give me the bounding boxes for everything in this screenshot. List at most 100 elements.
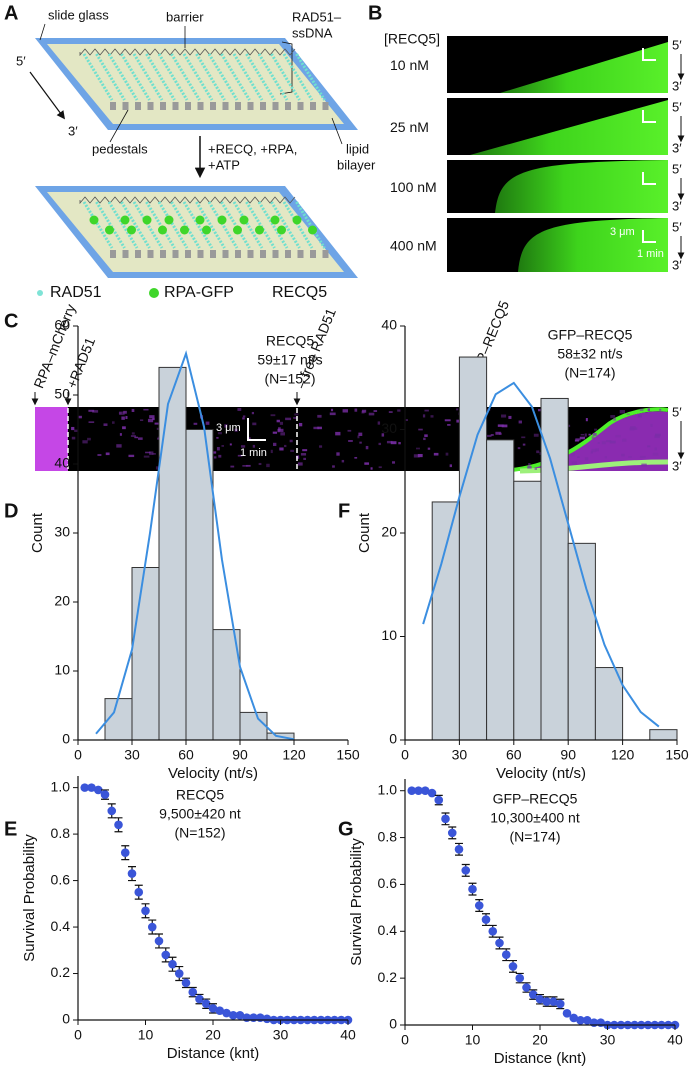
kymograph-noise [615, 434, 621, 438]
annotation: RECQ5 [176, 787, 224, 803]
kymograph-noise [575, 438, 581, 441]
rpa [180, 225, 189, 235]
histogram-bar [158, 366, 187, 741]
x-axis-label: Distance (knt) [167, 1045, 260, 1062]
kymograph-noise [298, 422, 303, 427]
histogram-bar [131, 567, 160, 741]
pedestal [122, 250, 129, 258]
pedestal [272, 102, 279, 110]
kymograph-noise [591, 436, 595, 439]
data-point [228, 1011, 238, 1020]
pedestal [322, 102, 329, 110]
data-point [161, 950, 171, 960]
pedestal [235, 250, 241, 258]
kymograph-noise [528, 463, 531, 467]
scale-bar [642, 172, 656, 185]
data-point [582, 1016, 592, 1025]
y-tick-label: 20 [54, 593, 70, 609]
kymograph-noise [405, 419, 408, 422]
leader-line [39, 23, 46, 41]
kymograph-noise [415, 447, 420, 450]
kymograph-noise [570, 453, 575, 457]
kymograph-noise [152, 417, 155, 421]
y-tick-label: 0.2 [378, 969, 398, 985]
kymograph-noise [88, 421, 95, 423]
data-point [454, 844, 464, 854]
scale-length: 3 μm [610, 226, 635, 238]
data-point [468, 884, 477, 894]
label: slide glass [48, 7, 109, 22]
kymograph-noise [111, 421, 115, 424]
kymograph-noise [641, 463, 647, 467]
kymograph-noise [378, 466, 382, 469]
dna-strand [220, 201, 251, 249]
data-point [414, 786, 423, 796]
pedestal [110, 250, 116, 258]
scale-bar [642, 48, 656, 61]
data-point [474, 901, 484, 910]
panel-label: F [338, 500, 350, 522]
kymograph-noise [303, 457, 306, 461]
kymograph-noise [574, 439, 579, 442]
kymograph-noise [605, 440, 612, 443]
legend-label: RECQ5 [272, 284, 327, 301]
pedestal [147, 102, 154, 110]
kymograph-noise [252, 422, 257, 426]
kymograph-noise [242, 415, 246, 418]
label: bilayer [337, 157, 376, 172]
kymograph-noise [427, 447, 431, 450]
kymograph-noise [335, 431, 341, 436]
kymograph-noise [347, 429, 352, 432]
x-tick-label: 10 [465, 1032, 481, 1048]
kymograph-noise [449, 464, 452, 468]
end-label: 5′ [672, 404, 682, 419]
kymograph-noise [121, 416, 125, 420]
kymograph-noise [579, 436, 586, 440]
scale-length: 3 μm [216, 422, 241, 434]
kymograph-noise [364, 462, 370, 465]
kymograph-noise [230, 465, 235, 468]
kymograph-noise [246, 464, 251, 467]
end-label: 3′ [672, 140, 682, 155]
kymograph-noise [277, 428, 284, 432]
kymograph-noise [424, 434, 428, 437]
data-point [235, 1011, 245, 1020]
data-point [441, 814, 450, 824]
kymograph-noise [317, 414, 322, 418]
data-point [522, 983, 531, 992]
kymograph-noise [218, 454, 222, 458]
kymograph-noise [116, 444, 122, 448]
legend-label: RPA-GFP [164, 284, 234, 301]
kymograph-noise [270, 414, 276, 417]
pedestal [297, 250, 304, 258]
y-tick-label: 10 [381, 627, 397, 643]
kymograph-noise [332, 465, 335, 468]
data-point [569, 1013, 579, 1023]
data-point [195, 994, 204, 1004]
kymograph-noise [242, 417, 245, 420]
annotation: 10,300±400 nt [490, 810, 580, 826]
pedestal [172, 250, 179, 258]
kymograph-noise [571, 461, 577, 465]
pedestal [147, 250, 154, 258]
pedestal [197, 102, 204, 110]
panel-label: D [4, 500, 18, 522]
pedestal [185, 102, 191, 110]
barrier [79, 196, 296, 205]
kymograph-noise [594, 428, 598, 431]
y-tick-label: 10 [54, 662, 70, 678]
x-tick-label: 60 [506, 747, 522, 763]
kymograph-noise [247, 437, 251, 439]
annotation: RECQ5 [266, 333, 314, 349]
leader-line [331, 117, 343, 145]
pedestal [285, 250, 291, 258]
kymograph-signal [470, 100, 668, 155]
x-tick-label: 150 [665, 747, 689, 763]
pedestal [260, 102, 266, 110]
pedestal [185, 250, 191, 258]
kymograph-noise [536, 450, 540, 454]
kymograph-noise [588, 433, 591, 436]
kymograph-noise [149, 451, 154, 455]
kymograph-noise [386, 440, 393, 444]
data-point [262, 1014, 272, 1024]
